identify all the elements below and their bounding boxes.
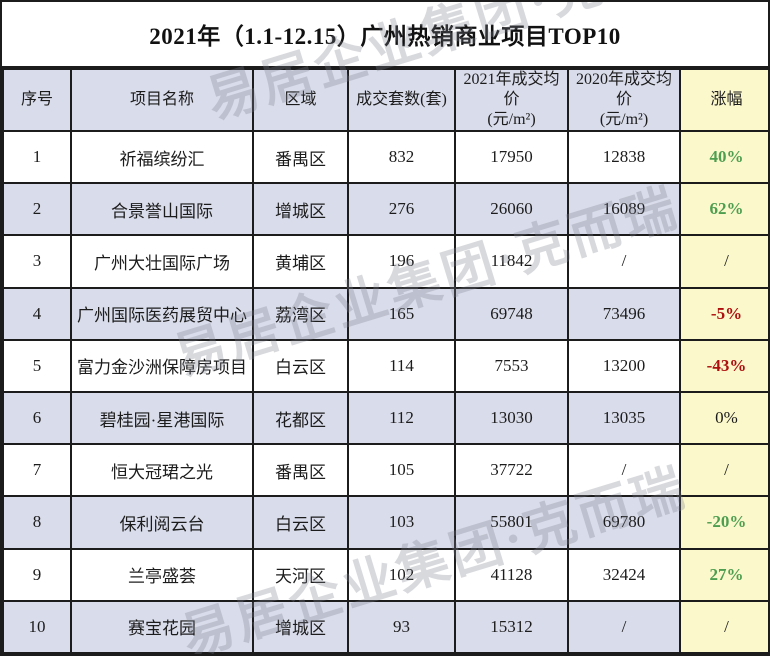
units-cell: 196 — [347, 234, 456, 289]
price-2021-cell: 55801 — [454, 495, 569, 550]
price-2020-cell: 13200 — [567, 338, 681, 393]
change-cell: 40% — [679, 129, 768, 185]
project-name-cell: 恒大冠珺之光 — [70, 443, 254, 498]
price-2021-cell: 17950 — [454, 129, 569, 185]
change-cell: / — [679, 443, 768, 498]
rank-cell: 6 — [2, 390, 72, 446]
page-title: 2021年（1.1-12.15）广州热销商业项目TOP10 — [2, 2, 768, 68]
rank-cell: 7 — [2, 443, 72, 498]
price-2021-cell: 7553 — [454, 338, 569, 393]
price-2020-cell: 16089 — [567, 182, 681, 237]
table-row: 4 广州国际医药展贸中心 荔湾区 165 69748 73496 -5% — [2, 286, 768, 341]
table-row: 10 赛宝花园 增城区 93 15312// — [2, 599, 768, 654]
price-2021-cell: 11842 — [454, 234, 569, 289]
rank-cell: 3 — [2, 234, 72, 289]
table-row: 7 恒大冠珺之光 番禺区 105 37722// — [2, 443, 768, 498]
change-cell: -43% — [679, 338, 768, 393]
header-price-2021: 2021年成交均价 (元/m²) — [454, 68, 569, 132]
price-2021-cell: 15312 — [454, 599, 569, 654]
price-2021-cell: 69748 — [454, 286, 569, 341]
project-name-cell: 祈福缤纷汇 — [70, 129, 254, 185]
price-2021-cell: 37722 — [454, 443, 569, 498]
change-cell: / — [679, 599, 768, 654]
district-cell: 白云区 — [252, 338, 349, 393]
header-rank: 序号 — [2, 68, 72, 132]
change-cell: / — [679, 234, 768, 289]
project-name-cell: 赛宝花园 — [70, 599, 254, 654]
header-district: 区域 — [252, 68, 349, 132]
table-body: 1 祈福缤纷汇 番禺区 832 17950 12838 40% 2 合景誉山国际 增城区 276 26… — [2, 129, 768, 654]
project-name-cell: 合景誉山国际 — [70, 182, 254, 237]
rank-cell: 8 — [2, 495, 72, 550]
table-row: 9 兰亭盛荟 天河区 102 41128 32424 27% — [2, 547, 768, 602]
header-price-2020: 2020年成交均价 (元/m²) — [567, 68, 681, 132]
price-2021-cell: 41128 — [454, 547, 569, 602]
rank-cell: 9 — [2, 547, 72, 602]
district-cell: 番禺区 — [252, 129, 349, 185]
price-2020-cell: 32424 — [567, 547, 681, 602]
district-cell: 白云区 — [252, 495, 349, 550]
change-cell: 0% — [679, 390, 768, 446]
rank-cell: 5 — [2, 338, 72, 393]
table-row: 1 祈福缤纷汇 番禺区 832 17950 12838 40% — [2, 129, 768, 185]
units-cell: 832 — [347, 129, 456, 185]
price-2020-cell: / — [567, 234, 681, 289]
district-cell: 增城区 — [252, 599, 349, 654]
rank-cell: 4 — [2, 286, 72, 341]
units-cell: 105 — [347, 443, 456, 498]
header-row: 序号 项目名称 区域 成交套数(套) 2021年成交均价 (元/m²) 2020… — [2, 68, 768, 132]
rank-cell: 10 — [2, 599, 72, 654]
table-row: 3 广州大壮国际广场 黄埔区 196 11842// — [2, 234, 768, 289]
district-cell: 番禺区 — [252, 443, 349, 498]
units-cell: 276 — [347, 182, 456, 237]
price-2020-cell: 69780 — [567, 495, 681, 550]
project-name-cell: 广州国际医药展贸中心 — [70, 286, 254, 341]
header-units: 成交套数(套) — [347, 68, 456, 132]
project-name-cell: 碧桂园·星港国际 — [70, 390, 254, 446]
units-cell: 114 — [347, 338, 456, 393]
project-name-cell: 广州大壮国际广场 — [70, 234, 254, 289]
price-2020-cell: / — [567, 443, 681, 498]
price-2021-cell: 13030 — [454, 390, 569, 446]
table-row: 6 碧桂园·星港国际 花都区 112 13030 13035 0% — [2, 390, 768, 446]
change-cell: -20% — [679, 495, 768, 550]
table-row: 8 保利阅云台 白云区 103 55801 69780 -20% — [2, 495, 768, 550]
price-2020-cell: 12838 — [567, 129, 681, 185]
table-row: 2 合景誉山国际 增城区 276 26060 16089 62% — [2, 182, 768, 237]
units-cell: 103 — [347, 495, 456, 550]
header-project: 项目名称 — [70, 68, 254, 132]
project-name-cell: 兰亭盛荟 — [70, 547, 254, 602]
district-cell: 荔湾区 — [252, 286, 349, 341]
project-name-cell: 保利阅云台 — [70, 495, 254, 550]
district-cell: 增城区 — [252, 182, 349, 237]
district-cell: 花都区 — [252, 390, 349, 446]
price-2020-cell: / — [567, 599, 681, 654]
price-2021-cell: 26060 — [454, 182, 569, 237]
change-cell: 62% — [679, 182, 768, 237]
district-cell: 天河区 — [252, 547, 349, 602]
change-cell: 27% — [679, 547, 768, 602]
header-change: 涨幅 — [679, 68, 768, 132]
units-cell: 112 — [347, 390, 456, 446]
district-cell: 黄埔区 — [252, 234, 349, 289]
units-cell: 93 — [347, 599, 456, 654]
project-name-cell: 富力金沙洲保障房项目 — [70, 338, 254, 393]
table-row: 5 富力金沙洲保障房项目 白云区 114 7553 13200 -43% — [2, 338, 768, 393]
rank-cell: 1 — [2, 129, 72, 185]
rank-cell: 2 — [2, 182, 72, 237]
units-cell: 165 — [347, 286, 456, 341]
price-2020-cell: 13035 — [567, 390, 681, 446]
price-2020-cell: 73496 — [567, 286, 681, 341]
change-cell: -5% — [679, 286, 768, 341]
top10-table: 序号 项目名称 区域 成交套数(套) 2021年成交均价 (元/m²) 2020… — [2, 68, 768, 654]
units-cell: 102 — [347, 547, 456, 602]
